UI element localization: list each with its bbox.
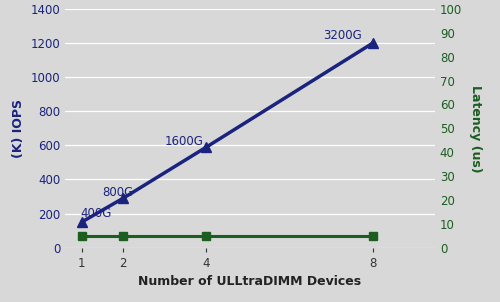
Y-axis label: Latency (us): Latency (us) — [468, 85, 481, 172]
Text: 400G: 400G — [81, 207, 112, 220]
Text: 1600G: 1600G — [165, 135, 203, 148]
X-axis label: Number of ULLtraDIMM Devices: Number of ULLtraDIMM Devices — [138, 275, 362, 288]
Y-axis label: (K) IOPS: (K) IOPS — [12, 99, 25, 158]
Text: 800G: 800G — [102, 186, 134, 199]
Text: 3200G: 3200G — [323, 29, 362, 42]
